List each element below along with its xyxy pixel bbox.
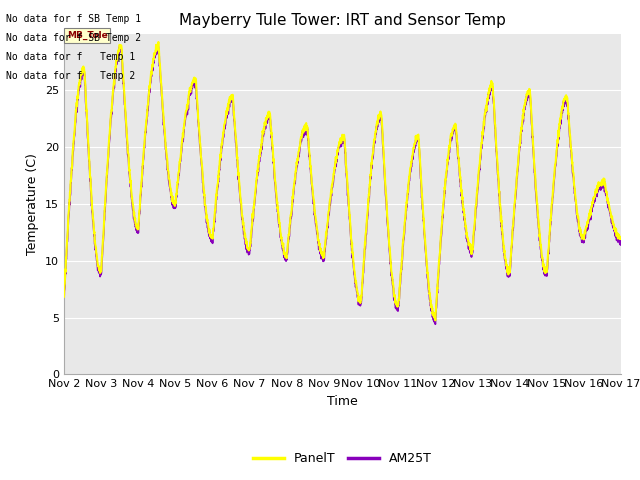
Text: No data for f   Temp 2: No data for f Temp 2 [6,71,136,81]
Text: No data for f SB Temp 2: No data for f SB Temp 2 [6,33,141,43]
Title: Mayberry Tule Tower: IRT and Sensor Temp: Mayberry Tule Tower: IRT and Sensor Temp [179,13,506,28]
X-axis label: Time: Time [327,395,358,408]
Text: MB_Tole: MB_Tole [67,31,108,40]
Legend: PanelT, AM25T: PanelT, AM25T [248,447,437,470]
Text: No data for f   Temp 1: No data for f Temp 1 [6,52,136,62]
Text: No data for f SB Temp 1: No data for f SB Temp 1 [6,13,141,24]
Y-axis label: Temperature (C): Temperature (C) [26,153,40,255]
